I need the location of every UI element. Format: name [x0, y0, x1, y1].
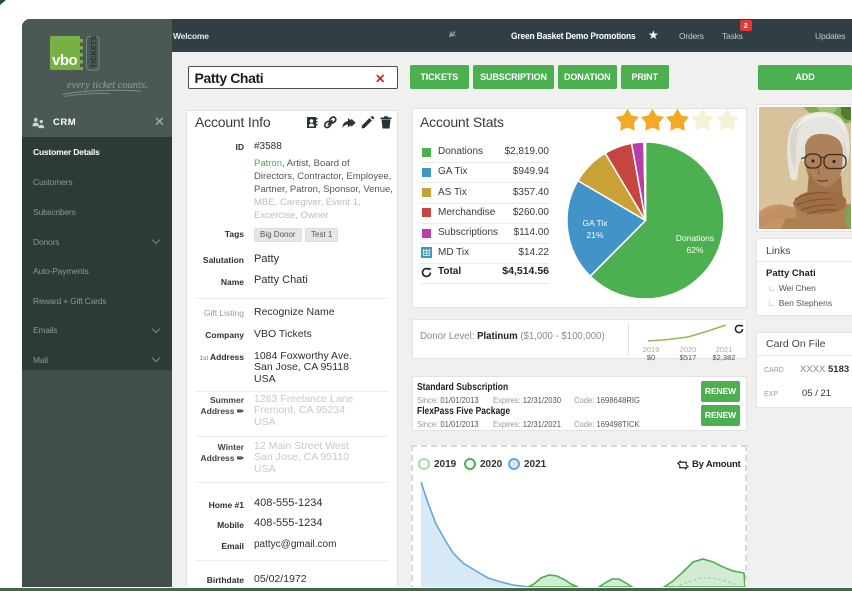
svg-text:Donations: Donations — [675, 233, 713, 243]
svg-text:GA Tix: GA Tix — [582, 218, 608, 228]
svg-text:62%: 62% — [686, 245, 703, 255]
svg-text:vbo: vbo — [52, 52, 78, 69]
svg-text:TICKETS: TICKETS — [89, 36, 98, 68]
svg-text:21%: 21% — [586, 230, 603, 240]
svg-text:every ticket counts.: every ticket counts. — [67, 80, 148, 91]
